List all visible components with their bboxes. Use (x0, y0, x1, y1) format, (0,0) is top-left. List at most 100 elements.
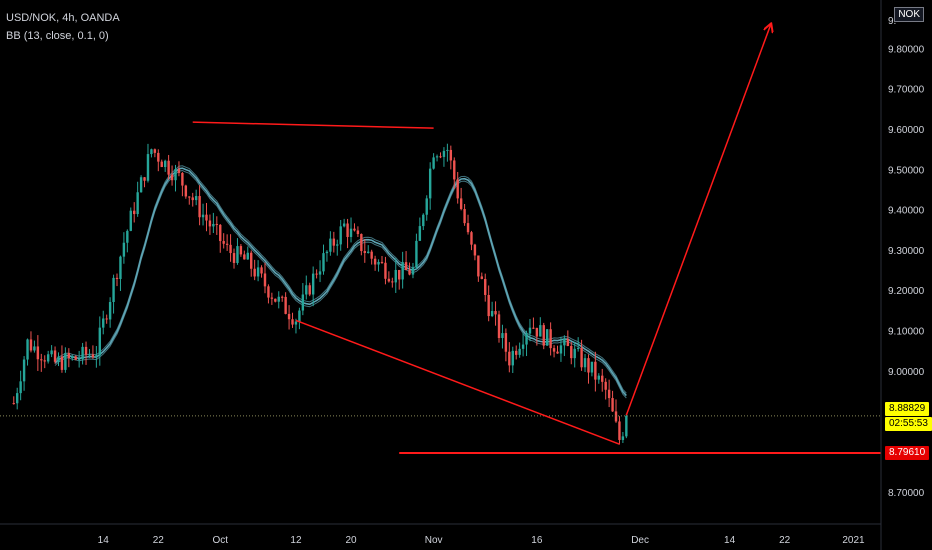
candle-body (229, 244, 232, 254)
candle-body (508, 351, 511, 366)
candle-body (463, 209, 466, 224)
candle-body (545, 329, 549, 346)
candle-body (284, 296, 287, 314)
candle-body (480, 276, 484, 279)
bollinger-band (54, 165, 627, 399)
time-tick-label: 22 (153, 535, 165, 546)
candle-body (219, 224, 222, 242)
candle-body (308, 285, 311, 295)
candle-body (250, 252, 253, 269)
candle-body (570, 345, 573, 359)
candle-body (325, 251, 329, 254)
candle-body (583, 358, 587, 368)
candle-body (504, 333, 508, 352)
candle-body (119, 256, 122, 279)
candle-body (298, 310, 301, 322)
candle-body (539, 325, 542, 337)
candle-body (336, 244, 339, 246)
candle-body (535, 327, 539, 337)
bb-upper-line (54, 165, 627, 394)
level-price-badge: 8.79610 (885, 446, 930, 461)
candle-body (64, 353, 67, 370)
candle-body (19, 381, 22, 394)
candle-body (153, 149, 157, 153)
candle-body (532, 327, 535, 329)
candle-body (112, 277, 115, 303)
candle-body (490, 311, 494, 317)
bb-lower-line (54, 170, 627, 399)
chart-legend: USD/NOK, 4h, OANDA BB (13, close, 0.1, 0… (6, 9, 120, 45)
candle-body (322, 253, 325, 272)
candle-body (170, 174, 174, 181)
candle-body (363, 251, 366, 253)
symbol-title[interactable]: USD/NOK, 4h, OANDA (6, 12, 120, 24)
candle-body (160, 161, 163, 168)
candle-body (201, 214, 205, 218)
candle-body (239, 246, 243, 255)
candle-body (191, 197, 194, 201)
candle-body (432, 157, 435, 169)
candle-body (473, 244, 477, 256)
candle-body (552, 348, 556, 352)
indicator-label[interactable]: BB (13, close, 0.1, 0) (6, 30, 109, 42)
candle-body (260, 267, 263, 274)
candle-body (487, 294, 490, 317)
candle-body (456, 179, 459, 199)
candle-body (470, 232, 473, 245)
price-tick-label: 9.70000 (888, 85, 925, 96)
time-tick-label: 20 (345, 535, 357, 546)
candle-body (401, 262, 404, 280)
candle-body (449, 149, 453, 161)
candle-body (163, 160, 167, 168)
countdown-badge: 02:55:53 (885, 416, 932, 431)
candle-body (253, 268, 256, 277)
candle-body (77, 359, 81, 361)
candle-body (136, 192, 139, 215)
candle-body (501, 333, 504, 339)
candle-body (280, 296, 284, 298)
candle-body (329, 238, 332, 252)
candle-body (404, 262, 408, 270)
candle-body (305, 285, 308, 295)
candle-body (40, 359, 43, 361)
candle-body (29, 339, 33, 351)
candle-body (542, 325, 545, 346)
candle-body (33, 346, 36, 351)
candle-body (614, 411, 618, 422)
candle-body (384, 262, 387, 279)
trend-line (295, 319, 620, 445)
price-tick-label: 9.80000 (888, 44, 925, 55)
candle-body (46, 354, 50, 362)
candle-body (291, 319, 294, 325)
candle-body (181, 172, 184, 186)
candle-body (576, 347, 580, 349)
candle-body (566, 338, 570, 346)
candle-body (133, 210, 136, 215)
candle-body (394, 269, 397, 283)
price-tick-label: 9.20000 (888, 286, 925, 297)
price-tick-label: 9.00000 (888, 367, 925, 378)
candle-body (122, 242, 126, 257)
candle-body (563, 338, 566, 346)
currency-label[interactable]: NOK (894, 7, 924, 22)
candle-body (604, 381, 607, 390)
candle-body (102, 318, 105, 328)
candle-body (315, 273, 318, 275)
candle-body (391, 281, 394, 283)
price-tick-label: 8.70000 (888, 488, 925, 499)
candle-body (494, 311, 497, 315)
candle-body (232, 253, 236, 263)
candle-body (71, 356, 74, 359)
candle-body (108, 302, 112, 320)
candle-body (484, 278, 487, 295)
time-axis[interactable]: 14 22 Oct 12 20 Nov 16 Dec 14 22 2021 (98, 535, 865, 546)
candle-body (105, 318, 108, 320)
candle-body (301, 294, 305, 311)
candle-body (139, 177, 143, 193)
candle-body (67, 353, 71, 359)
candle-body (294, 321, 298, 325)
candle-body (411, 267, 415, 275)
candle-body (435, 156, 439, 158)
candle-body (270, 297, 274, 299)
